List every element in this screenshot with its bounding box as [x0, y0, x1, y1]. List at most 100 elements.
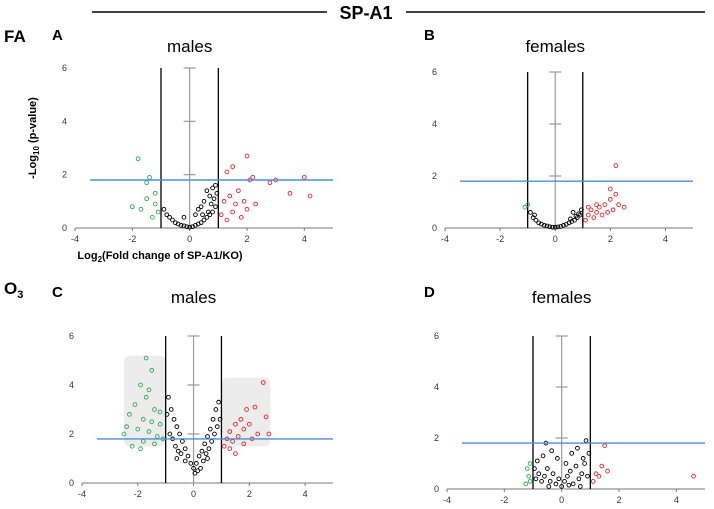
panel-a-x-tick-label: 2 [244, 234, 249, 244]
panel-c-y-tick-label: 0 [69, 478, 74, 488]
panel-a-up-point [253, 201, 258, 207]
row-label-o3: O3 [4, 279, 23, 301]
panel-b-x-tick-label: 2 [608, 234, 613, 244]
panel-c-title: males [171, 288, 216, 307]
panel-c-y-tick-label: 4 [69, 380, 74, 390]
panel-b-up-point [599, 212, 605, 218]
panel-d-ns-point [544, 466, 550, 471]
panel-d-down-point [523, 481, 529, 487]
panel-c-up-point [227, 429, 233, 434]
panel-d-y-tick-label: 4 [434, 382, 439, 392]
panel-b-up-point [607, 197, 613, 202]
panel-a-y-label-sub: 10 [32, 146, 41, 155]
panel-c-x-tick-label: 4 [303, 489, 308, 499]
panel-a-ns-point [210, 185, 215, 191]
panel-c-up-point [241, 441, 247, 447]
panel-a-ns-point [187, 224, 193, 230]
panel-a-up-point [301, 174, 307, 180]
panel-c-x-tick-label: 0 [191, 489, 196, 499]
panel-a-up-point [241, 198, 247, 204]
panel-d-ns-point [546, 484, 552, 489]
panel-c-ns-point [167, 431, 173, 437]
panel-b-ns-point [552, 224, 558, 230]
panel-d-ns-point [533, 476, 539, 482]
panel-d-ns-point [556, 476, 562, 482]
panel-d-ns-point [577, 484, 583, 489]
panel-a-down-point [129, 204, 135, 210]
panel-a-ns-point [214, 190, 220, 196]
panel-a-y-tick-label: 4 [62, 116, 67, 126]
panel-b-ns-point [579, 207, 584, 213]
panel-c-ns-point [207, 426, 213, 432]
panel-b-ns-point [561, 223, 566, 228]
panel-b-x-tick-label: 0 [553, 234, 558, 244]
panel-a-title: males [167, 37, 212, 56]
panel-d-y-tick-label: 2 [434, 433, 439, 443]
panel-a-ns-point [201, 198, 207, 204]
panel-a-ns-point [161, 206, 167, 212]
panel-c-down-point [121, 431, 127, 437]
panel-d-down-point [527, 479, 533, 484]
panel-b-title: females [525, 37, 585, 56]
panel-d-ns-point [562, 479, 567, 484]
panel-a-ns-point [208, 201, 214, 207]
panel-b-ns-point [568, 216, 573, 222]
panel-d-ns-point [586, 450, 592, 456]
panel-c-ns-point [202, 441, 208, 447]
panel-d-ns-point [553, 481, 559, 487]
panel-a-up-point [218, 212, 224, 218]
panel-d-ns-point [566, 482, 572, 488]
panel-a-x-label-sub: 2 [98, 255, 103, 264]
panel-d-title: females [532, 288, 592, 307]
panel-c-down-point [146, 429, 152, 434]
panel-c-ns-point [174, 456, 180, 461]
panel-b-ns-point [573, 213, 579, 219]
panel-c-up-point [233, 421, 238, 427]
row-label-fa: FA [4, 27, 26, 46]
panel-c-ns-point [191, 465, 196, 471]
panel-c-up-point [233, 451, 238, 456]
panel-c-down-point [143, 394, 149, 400]
panel-c-ns-point [214, 424, 220, 429]
panel-a-down-point [155, 209, 161, 215]
panel-d-ns-point [532, 466, 537, 471]
panel-b-y-tick-label: 0 [432, 223, 437, 233]
panel-a-up-point [287, 190, 293, 196]
panel-b-letter: B [424, 27, 435, 44]
panel-c-up-point [227, 446, 233, 452]
panel-b-x-tick-label: -2 [496, 234, 504, 244]
panel-a-ns-point [167, 214, 172, 220]
panel-c-shade-left [123, 355, 166, 447]
panel-d-ns-point [567, 468, 573, 474]
panel-d-ns-point [549, 448, 554, 454]
panel-a-up-point [244, 206, 250, 212]
panel-c-down-point [157, 409, 163, 415]
panel-b-up-point [583, 217, 588, 223]
panel-a-ns-point [195, 206, 201, 212]
panel-d-up-point [590, 479, 596, 484]
panel-a-down-point [152, 201, 158, 207]
panel-c-up-point [241, 426, 247, 432]
panel-c-ns-point [209, 439, 215, 444]
panel-c-down-point [141, 416, 146, 422]
panel-d-up-point [691, 473, 696, 479]
panel-a-x-label-base: Log [77, 250, 97, 262]
panel-c-ns-point [196, 453, 202, 459]
panel-c-letter: C [52, 284, 63, 301]
panel-a-ns-point [207, 193, 213, 199]
panel-a-up-point [233, 201, 238, 207]
panel-d-up-point [599, 463, 605, 469]
panel-a-ns-point [164, 212, 170, 218]
panel-b-ns-point [570, 210, 576, 215]
panel-d-x-tick-label: 0 [559, 495, 564, 505]
panel-d-ns-point [550, 471, 556, 477]
panel-c-down-point [129, 443, 135, 449]
panel-c-down-point [146, 387, 152, 393]
panel-b-up-point [588, 207, 594, 213]
panel-a-up-point [224, 217, 230, 223]
panel-b-up-point [613, 163, 619, 168]
panel-d-ns-point [540, 453, 546, 459]
